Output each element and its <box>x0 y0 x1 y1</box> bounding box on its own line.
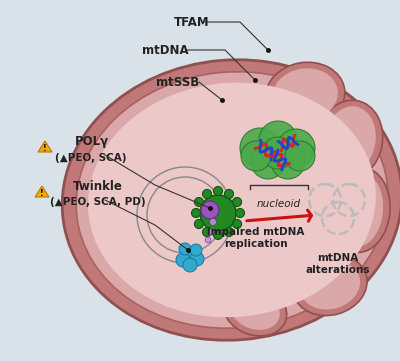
Circle shape <box>241 141 271 171</box>
Ellipse shape <box>230 290 280 330</box>
Text: mtDNA: mtDNA <box>142 43 188 57</box>
Circle shape <box>277 129 315 167</box>
Circle shape <box>208 229 214 235</box>
Text: TFAM: TFAM <box>174 16 210 29</box>
Text: mtSSB: mtSSB <box>156 75 200 88</box>
Ellipse shape <box>118 209 142 251</box>
Ellipse shape <box>293 255 367 316</box>
Ellipse shape <box>337 174 383 247</box>
Text: impaired mtDNA: impaired mtDNA <box>207 227 305 237</box>
Ellipse shape <box>317 100 383 180</box>
Circle shape <box>190 252 204 266</box>
Ellipse shape <box>330 168 390 252</box>
Circle shape <box>214 187 222 196</box>
Circle shape <box>190 244 202 256</box>
Ellipse shape <box>324 106 376 174</box>
Circle shape <box>271 145 305 179</box>
Text: POLγ: POLγ <box>75 135 109 148</box>
Ellipse shape <box>88 83 376 317</box>
Text: !: ! <box>40 189 44 198</box>
Text: nucleoid: nucleoid <box>257 199 301 209</box>
Circle shape <box>232 219 242 229</box>
Ellipse shape <box>62 60 400 340</box>
Ellipse shape <box>111 203 149 257</box>
Ellipse shape <box>223 284 287 336</box>
Circle shape <box>192 209 200 217</box>
Circle shape <box>214 231 222 239</box>
Ellipse shape <box>272 68 338 122</box>
Text: (▲PEO, SCA, PD): (▲PEO, SCA, PD) <box>50 197 146 207</box>
Circle shape <box>200 195 236 231</box>
Polygon shape <box>38 141 52 152</box>
Circle shape <box>236 209 244 217</box>
Text: !: ! <box>43 144 47 153</box>
Circle shape <box>262 137 294 169</box>
Ellipse shape <box>76 72 388 328</box>
Circle shape <box>194 197 204 206</box>
Text: (▲PEO, SCA): (▲PEO, SCA) <box>55 153 126 163</box>
Circle shape <box>232 197 242 206</box>
Ellipse shape <box>300 261 360 309</box>
Circle shape <box>183 258 197 272</box>
Text: Twinkle: Twinkle <box>73 180 123 193</box>
Circle shape <box>202 227 212 236</box>
Circle shape <box>259 121 297 159</box>
Text: mtDNA: mtDNA <box>317 253 359 263</box>
Circle shape <box>182 247 198 263</box>
Circle shape <box>202 190 212 199</box>
Ellipse shape <box>88 83 376 317</box>
Text: alterations: alterations <box>306 265 370 275</box>
Ellipse shape <box>265 62 345 128</box>
Circle shape <box>205 237 211 243</box>
Circle shape <box>224 227 234 236</box>
Circle shape <box>201 201 219 219</box>
Circle shape <box>240 128 280 168</box>
Circle shape <box>210 218 216 226</box>
Circle shape <box>176 253 190 267</box>
Text: replication: replication <box>224 239 288 249</box>
Circle shape <box>224 190 234 199</box>
Circle shape <box>285 141 315 171</box>
Circle shape <box>194 219 204 229</box>
Circle shape <box>179 243 191 255</box>
Polygon shape <box>35 186 49 197</box>
Circle shape <box>251 145 285 179</box>
